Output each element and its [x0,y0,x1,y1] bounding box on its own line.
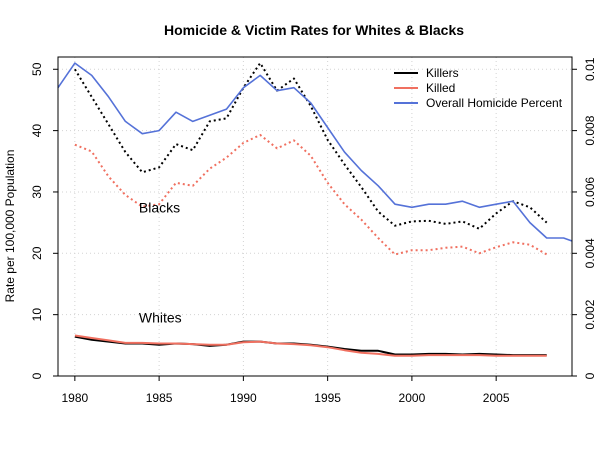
y-tick-label: 0 [30,372,44,379]
x-tick-label: 1985 [146,391,173,405]
y-tick-label: 50 [30,62,44,76]
y2-tick-label: 0.01 [583,57,597,81]
y2-tick-label: 0.002 [583,299,597,329]
chart-title: Homicide & Victim Rates for Whites & Bla… [164,22,464,38]
series-layer [57,62,573,357]
annotations: Blacks Whites [139,199,182,325]
annotation-blacks: Blacks [139,199,180,215]
y-axis-label: Rate per 100,000 Population [3,150,17,303]
x-tick-label: 1980 [62,391,89,405]
y-tick-label: 30 [30,185,44,199]
x-tick-label: 1990 [230,391,257,405]
annotation-whites: Whites [139,310,182,326]
y-tick-label: 40 [30,124,44,138]
series-line-whites-killed [74,334,547,357]
legend-label: Overall Homicide Percent [426,96,563,110]
y2-tick-label: 0.008 [583,115,597,145]
series-line-blacks-killers [74,62,548,230]
y2-tick-label: 0.004 [583,238,597,268]
legend-label: Killed [426,81,455,95]
y2-tick-label: 0.006 [583,177,597,207]
series-line-overall-homicide-percent [57,62,573,242]
axes: 1980 1985 1990 1995 2000 2005 0 10 20 30 40 50 0 0.00… [30,56,597,405]
y-tick-label: 10 [30,308,44,322]
x-tick-label: 2005 [483,391,510,405]
x-tick-label: 2000 [399,391,426,405]
y-tick-label: 20 [30,246,44,260]
x-tick-label: 1995 [314,391,341,405]
series-line-blacks-killed [74,133,548,256]
plot-frame [57,56,573,377]
y2-tick-label: 0 [583,372,597,379]
legend-label: Killers [426,66,459,80]
